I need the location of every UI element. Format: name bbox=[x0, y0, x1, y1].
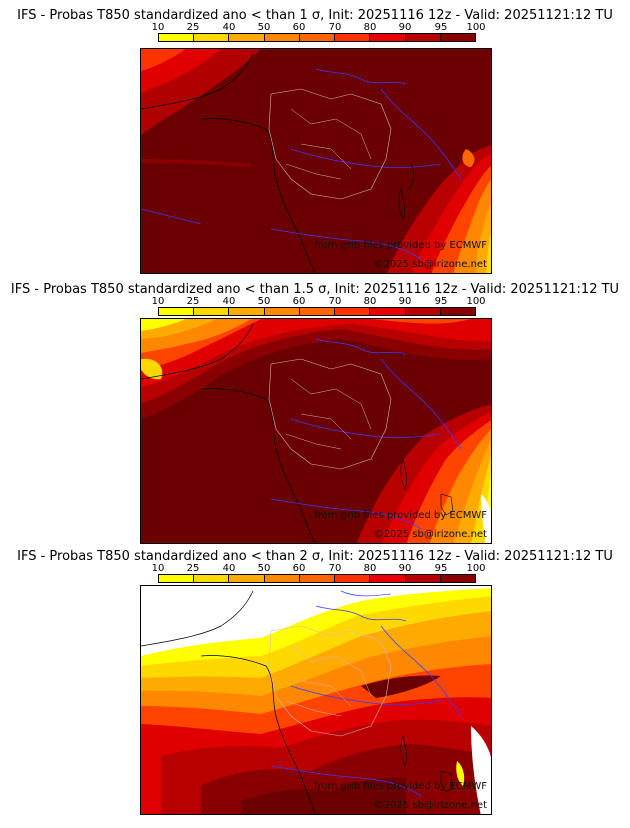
colorbar-swatch bbox=[264, 308, 300, 315]
colorbar-tick: 40 bbox=[222, 563, 236, 574]
panel-title: IFS - Probas T850 standardized ano < tha… bbox=[17, 8, 613, 23]
colorbar-tick: 25 bbox=[186, 563, 200, 574]
colorbar-swatch bbox=[229, 34, 265, 41]
colorbar-swatch bbox=[159, 575, 195, 582]
colorbar-tick: 70 bbox=[328, 22, 342, 33]
colorbar-tick: 100 bbox=[466, 22, 486, 33]
colorbar-tick: 70 bbox=[328, 563, 342, 574]
colorbar-swatch bbox=[405, 34, 441, 41]
colorbar-swatch bbox=[335, 575, 371, 582]
colorbar-swatch bbox=[194, 308, 230, 315]
colorbar-swatch bbox=[370, 575, 406, 582]
colorbar-swatch bbox=[229, 308, 265, 315]
colorbar-tick: 40 bbox=[222, 296, 236, 307]
colorbar-tick: 95 bbox=[434, 22, 448, 33]
colorbar-tick: 80 bbox=[363, 22, 377, 33]
colorbar-tick: 40 bbox=[222, 22, 236, 33]
map-panel-2: IFS - Probas T850 standardized ano < tha… bbox=[0, 274, 630, 550]
data-source-credit: from grib files provided by ECMWF bbox=[314, 240, 487, 251]
colorbar-swatch bbox=[194, 575, 230, 582]
colorbar-swatch bbox=[299, 308, 336, 315]
colorbar-swatch bbox=[440, 575, 475, 582]
panel-title: IFS - Probas T850 standardized ano < tha… bbox=[10, 282, 620, 297]
probability-map: from grib files provided by ECMWF ©2025 … bbox=[140, 318, 492, 544]
colorbar-tick: 10 bbox=[151, 22, 165, 33]
colorbar-tick: 50 bbox=[257, 296, 271, 307]
colorbar-swatch bbox=[229, 575, 265, 582]
colorbar-tick: 60 bbox=[292, 563, 306, 574]
colorbar-swatch bbox=[194, 34, 230, 41]
colorbar-swatch bbox=[440, 34, 475, 41]
map-canvas bbox=[141, 319, 491, 543]
copyright-credit: ©2025 sb@irizone.net bbox=[373, 259, 487, 270]
colorbar-labels: 10 25 40 50 60 70 80 90 95 100 bbox=[0, 296, 630, 308]
colorbar-swatch bbox=[370, 34, 406, 41]
colorbar-labels: 10 25 40 50 60 70 80 90 95 100 bbox=[0, 22, 630, 34]
map-panel-1: IFS - Probas T850 standardized ano < tha… bbox=[0, 0, 630, 276]
copyright-credit: ©2025 sb@irizone.net bbox=[373, 529, 487, 540]
colorbar-swatch bbox=[264, 34, 300, 41]
colorbar bbox=[158, 574, 476, 583]
colorbar-tick: 95 bbox=[434, 563, 448, 574]
panel-title: IFS - Probas T850 standardized ano < tha… bbox=[17, 549, 613, 564]
colorbar bbox=[158, 33, 476, 42]
colorbar-labels: 10 25 40 50 60 70 80 90 95 100 bbox=[0, 563, 630, 575]
copyright-credit: ©2025 sb@irizone.net bbox=[373, 800, 487, 811]
data-source-credit: from grib files provided by ECMWF bbox=[314, 510, 487, 521]
colorbar-tick: 90 bbox=[398, 22, 412, 33]
colorbar-swatch bbox=[370, 308, 406, 315]
colorbar-tick: 100 bbox=[466, 563, 486, 574]
colorbar-tick: 25 bbox=[186, 296, 200, 307]
colorbar-tick: 95 bbox=[434, 296, 448, 307]
data-source-credit: from grib files provided by ECMWF bbox=[314, 781, 487, 792]
colorbar-swatch bbox=[405, 575, 441, 582]
colorbar-tick: 80 bbox=[363, 563, 377, 574]
colorbar-swatch bbox=[440, 308, 475, 315]
colorbar-tick: 10 bbox=[151, 563, 165, 574]
colorbar-tick: 100 bbox=[466, 296, 486, 307]
map-canvas bbox=[141, 586, 491, 814]
colorbar-swatch bbox=[299, 34, 336, 41]
colorbar-tick: 80 bbox=[363, 296, 377, 307]
colorbar-swatch bbox=[159, 34, 195, 41]
colorbar bbox=[158, 307, 476, 316]
colorbar-swatch bbox=[159, 308, 195, 315]
colorbar-swatch bbox=[299, 575, 336, 582]
map-panel-3: IFS - Probas T850 standardized ano < tha… bbox=[0, 541, 630, 828]
colorbar-tick: 60 bbox=[292, 22, 306, 33]
colorbar-tick: 50 bbox=[257, 563, 271, 574]
map-canvas bbox=[141, 49, 491, 273]
colorbar-swatch bbox=[264, 575, 300, 582]
probability-map: from grib files provided by ECMWF ©2025 … bbox=[140, 585, 492, 815]
colorbar-tick: 10 bbox=[151, 296, 165, 307]
colorbar-tick: 90 bbox=[398, 563, 412, 574]
colorbar-tick: 70 bbox=[328, 296, 342, 307]
colorbar-tick: 90 bbox=[398, 296, 412, 307]
colorbar-swatch bbox=[335, 308, 371, 315]
colorbar-tick: 25 bbox=[186, 22, 200, 33]
colorbar-swatch bbox=[405, 308, 441, 315]
colorbar-swatch bbox=[335, 34, 371, 41]
colorbar-tick: 60 bbox=[292, 296, 306, 307]
probability-map: from grib files provided by ECMWF ©2025 … bbox=[140, 48, 492, 274]
colorbar-tick: 50 bbox=[257, 22, 271, 33]
